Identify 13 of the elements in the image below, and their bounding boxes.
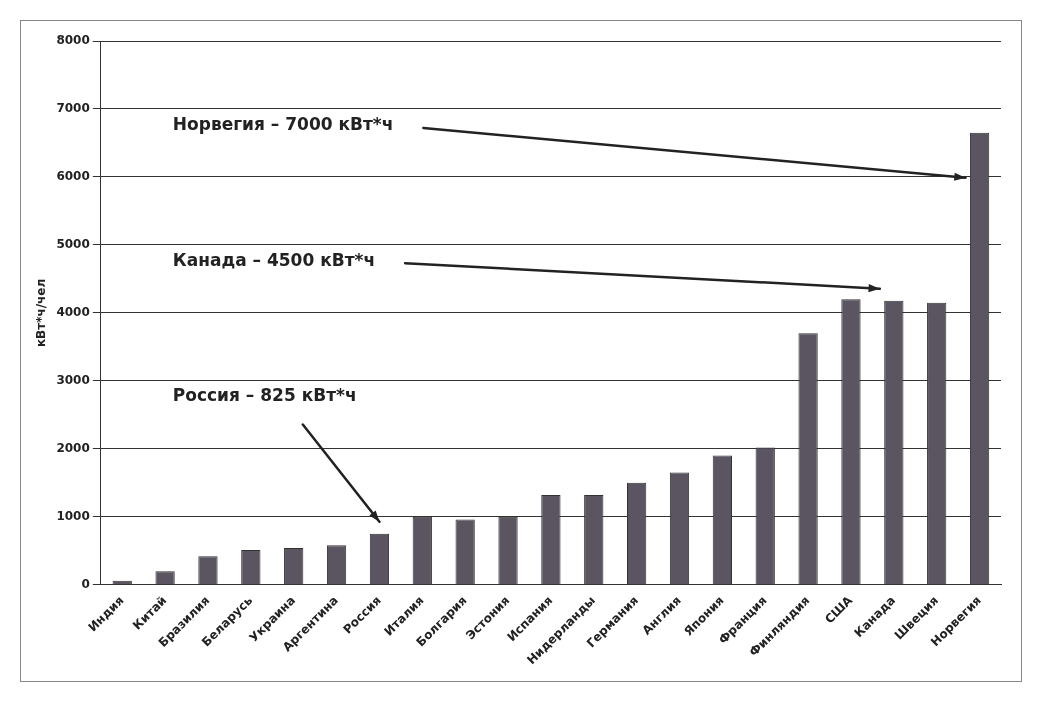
annotation: Норвегия – 7000 кВт*ч [172, 114, 394, 135]
annotation: Россия – 825 кВт*ч [172, 384, 357, 405]
y-tick-label: 1000 [56, 508, 90, 523]
y-axis-title: кВт*ч/чел [34, 278, 49, 348]
y-tick-label: 7000 [56, 101, 90, 116]
y-tick-label: 0 [81, 576, 90, 591]
y-tick-label: 4000 [56, 305, 90, 319]
y-tick-label: 6000 [56, 169, 90, 184]
annotation: Канада – 4500 кВт*ч [172, 249, 376, 270]
y-tick-label: 8000 [56, 33, 90, 48]
y-tick-label: 3000 [56, 372, 90, 387]
y-tick-label: 2000 [56, 440, 90, 455]
y-tick-label: 5000 [56, 237, 90, 252]
